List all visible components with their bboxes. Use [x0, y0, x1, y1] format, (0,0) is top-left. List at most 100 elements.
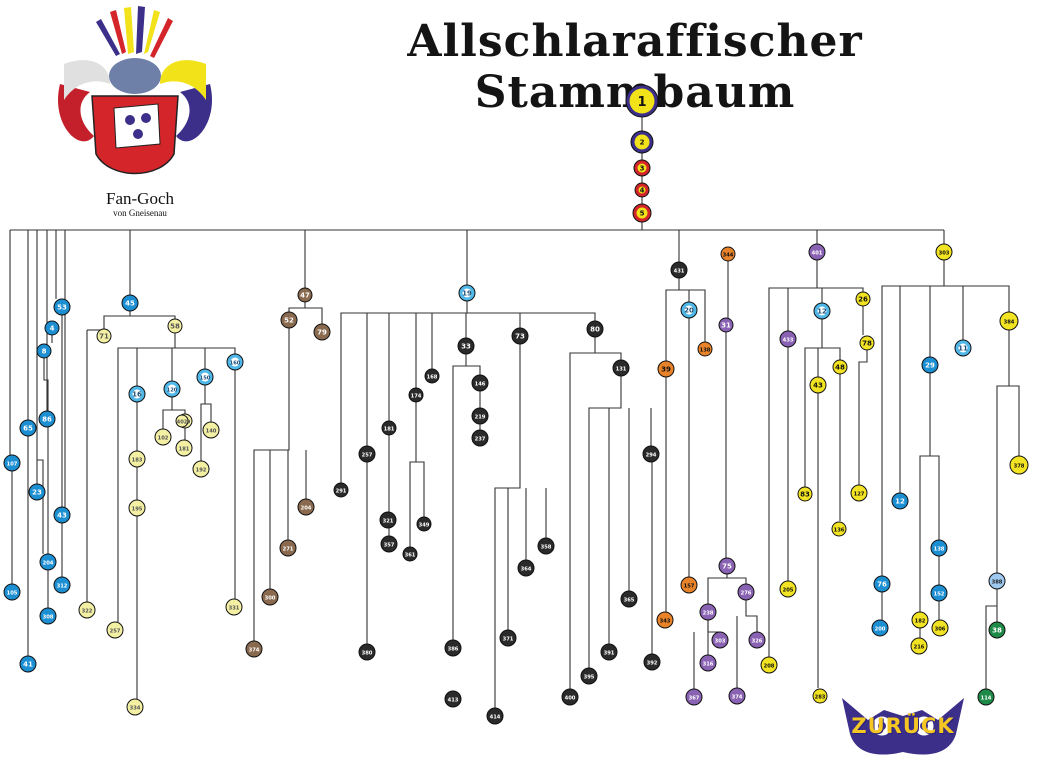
tree-node[interactable]: 138 [930, 539, 948, 557]
tree-node[interactable]: 326 [748, 631, 766, 649]
tree-node[interactable]: 413 [444, 690, 462, 708]
tree-node[interactable]: 391 [600, 643, 618, 661]
tree-node[interactable]: 78 [859, 335, 875, 351]
tree-node[interactable]: 205 [779, 580, 797, 598]
tree-node[interactable]: 395 [580, 667, 598, 685]
tree-node[interactable]: 65 [19, 419, 37, 437]
tree-node[interactable]: 204 [297, 498, 315, 516]
tree-node[interactable]: 308 [39, 607, 57, 625]
tree-node[interactable]: 306 [931, 619, 949, 637]
tree-node[interactable]: 204 [39, 553, 57, 571]
tree-node[interactable]: 16 [128, 385, 146, 403]
tree-node[interactable]: 4 [44, 320, 60, 336]
tree-node[interactable]: 140 [202, 421, 220, 439]
tree-node[interactable]: 8 [36, 343, 52, 359]
tree-node[interactable]: 344 [720, 246, 736, 262]
tree-node[interactable]: 157 [680, 576, 698, 594]
tree-node[interactable]: 114 [977, 688, 995, 706]
tree-node[interactable]: 433 [779, 330, 797, 348]
tree-node[interactable]: 380 [358, 643, 376, 661]
tree-node[interactable]: 331 [225, 598, 243, 616]
tree-node[interactable]: 138 [697, 341, 713, 357]
tree-node[interactable]: 146 [471, 374, 489, 392]
tree-node[interactable]: 392 [643, 653, 661, 671]
tree-node[interactable]: 322 [78, 601, 96, 619]
tree-node[interactable]: 364 [517, 559, 535, 577]
tree-node[interactable]: 86 [38, 410, 56, 428]
tree-node[interactable]: 75 [718, 557, 736, 575]
tree-node[interactable]: 107 [3, 454, 21, 472]
tree-node[interactable]: 343 [656, 611, 674, 629]
tree-node[interactable]: 378 [1009, 455, 1029, 475]
tree-node[interactable]: 41 [19, 655, 37, 673]
tree-node[interactable]: 401 [808, 243, 826, 261]
tree-node[interactable]: 4 [634, 182, 650, 198]
tree-node[interactable]: 12 [813, 302, 831, 320]
tree-node[interactable]: 83 [797, 486, 813, 502]
tree-node[interactable]: 47 [297, 287, 313, 303]
tree-node[interactable]: 334 [126, 698, 144, 716]
tree-node[interactable]: 39 [657, 360, 675, 378]
tree-node[interactable]: 29 [921, 356, 939, 374]
tree-node[interactable]: 53 [53, 298, 71, 316]
tree-node[interactable]: 5 [632, 203, 652, 223]
tree-node[interactable]: 71 [96, 328, 112, 344]
tree-node[interactable]: 195 [128, 499, 146, 517]
tree-node[interactable]: 182 [911, 611, 929, 629]
tree-node[interactable]: 168 [424, 368, 440, 384]
tree-node[interactable]: 23 [28, 483, 46, 501]
tree-node[interactable]: 374 [728, 687, 746, 705]
tree-node[interactable]: 58 [167, 318, 183, 334]
tree-node[interactable]: 371 [499, 629, 517, 647]
tree-node[interactable]: 19 [458, 284, 476, 302]
tree-node[interactable]: 312 [53, 576, 71, 594]
tree-node[interactable]: 365 [620, 590, 638, 608]
tree-node[interactable]: 105 [3, 583, 21, 601]
tree-node[interactable]: 384 [999, 311, 1019, 331]
tree-node[interactable]: 271 [279, 539, 297, 557]
tree-node[interactable]: 181 [175, 439, 193, 457]
tree-node[interactable]: 361 [402, 546, 418, 562]
tree-node[interactable]: 192 [192, 460, 210, 478]
tree-node[interactable]: 11 [954, 339, 972, 357]
tree-node[interactable]: 374 [245, 640, 263, 658]
tree-node[interactable]: 31 [718, 317, 734, 333]
tree-node[interactable]: 38 [988, 621, 1006, 639]
tree-node[interactable]: 291 [333, 482, 349, 498]
tree-node[interactable]: 208 [760, 656, 778, 674]
tree-node[interactable]: 79 [313, 323, 331, 341]
tree-node[interactable]: 102 [154, 428, 172, 446]
tree-node[interactable]: 127 [850, 484, 868, 502]
tree-node[interactable]: 136 [831, 521, 847, 537]
tree-node[interactable]: 160 [226, 353, 244, 371]
tree-node[interactable]: 33 [457, 337, 475, 355]
tree-node[interactable]: 183 [128, 450, 146, 468]
tree-node[interactable]: 43 [809, 376, 827, 394]
tree-node[interactable]: 402 [175, 414, 189, 428]
tree-node[interactable]: 321 [379, 511, 397, 529]
tree-node[interactable]: 237 [471, 429, 489, 447]
tree-node[interactable]: 45 [121, 294, 139, 312]
tree-node[interactable]: 358 [537, 537, 555, 555]
tree-node[interactable]: 367 [685, 688, 703, 706]
tree-node[interactable]: 349 [416, 516, 432, 532]
tree-node[interactable]: 200 [871, 619, 889, 637]
tree-node[interactable]: 80 [586, 320, 604, 338]
back-button[interactable]: ZURÜCK [838, 690, 968, 760]
tree-node[interactable]: 386 [444, 639, 462, 657]
tree-node[interactable]: 181 [381, 420, 397, 436]
tree-node[interactable]: 431 [670, 261, 688, 279]
tree-node[interactable]: 400 [561, 688, 579, 706]
tree-node[interactable]: 26 [855, 291, 871, 307]
tree-node[interactable]: 303 [935, 243, 953, 261]
tree-node[interactable]: 3 [633, 159, 651, 177]
tree-node[interactable]: 2 [630, 130, 654, 154]
tree-node[interactable]: 150 [196, 368, 214, 386]
tree-node[interactable]: 257 [358, 445, 376, 463]
tree-node[interactable]: 388 [988, 572, 1006, 590]
tree-node[interactable]: 357 [380, 535, 398, 553]
tree-node[interactable]: 414 [486, 707, 504, 725]
tree-node[interactable]: 303 [711, 631, 729, 649]
tree-node[interactable]: 52 [280, 311, 298, 329]
tree-node[interactable]: 238 [699, 603, 717, 621]
